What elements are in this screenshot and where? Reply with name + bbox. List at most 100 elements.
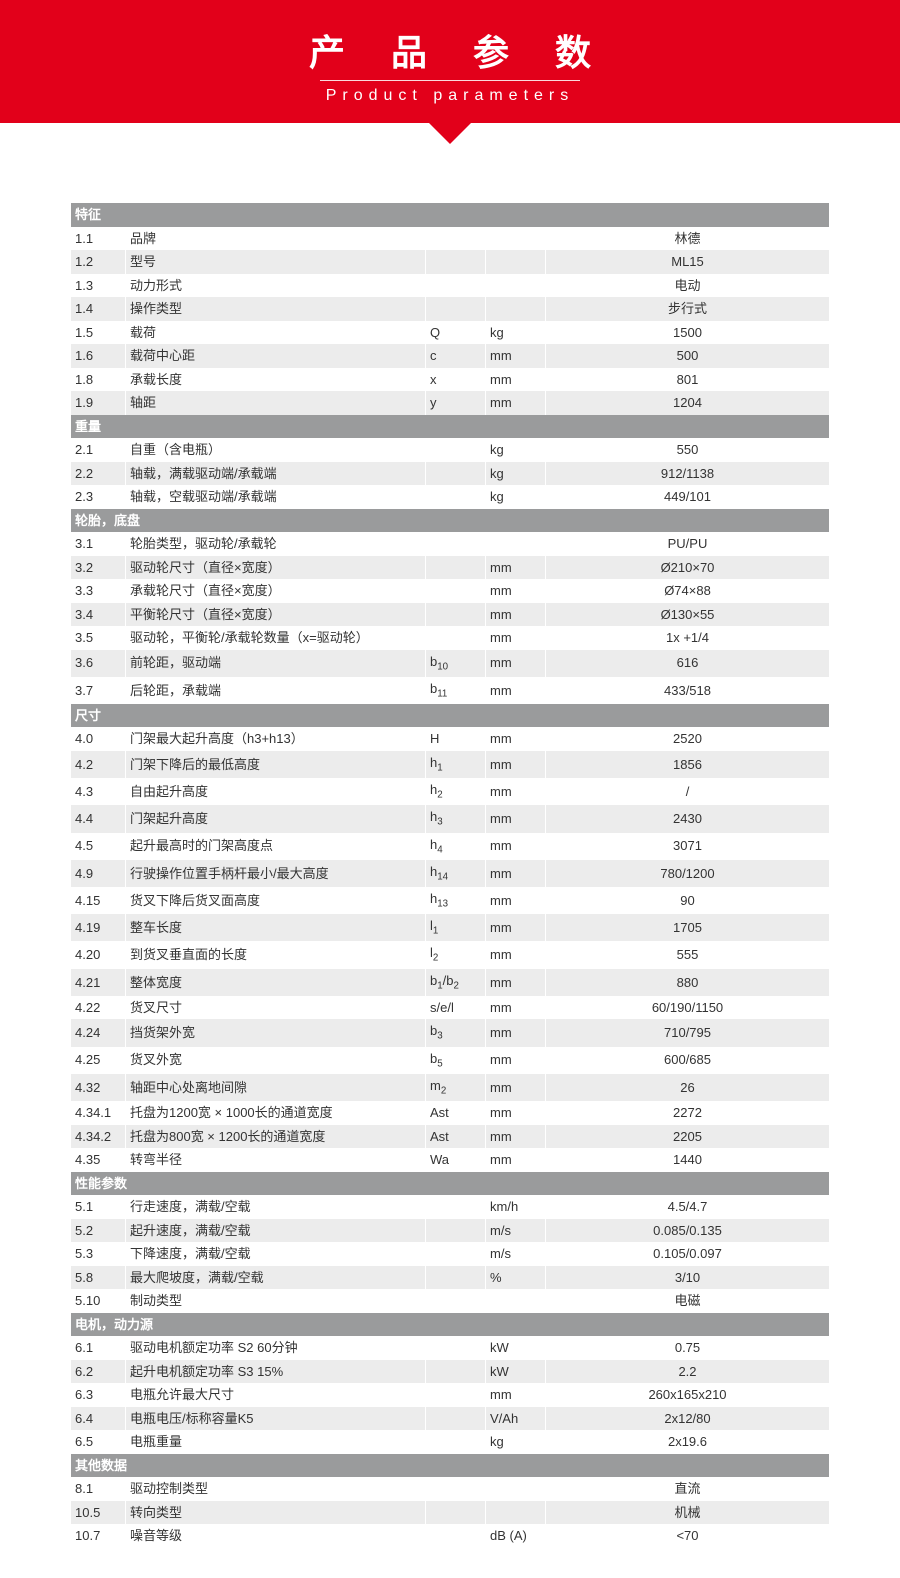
row-description: 货叉外宽	[126, 1047, 426, 1074]
row-description: 自由起升高度	[126, 778, 426, 805]
row-description: 托盘为1200宽 × 1000长的通道宽度	[126, 1101, 426, 1125]
row-description: 自重（含电瓶）	[126, 438, 426, 462]
row-symbol	[426, 438, 486, 462]
row-index: 6.2	[71, 1360, 126, 1384]
banner-header: 产 品 参 数 Product parameters	[0, 0, 900, 123]
row-value: /	[546, 778, 830, 805]
row-value: 3/10	[546, 1266, 830, 1290]
row-symbol	[426, 1336, 486, 1360]
row-symbol	[426, 603, 486, 627]
row-index: 4.34.1	[71, 1101, 126, 1125]
table-row: 4.20到货叉垂直面的长度l2mm555	[71, 941, 830, 968]
section-header-row: 其他数据	[71, 1454, 830, 1478]
row-value: Ø130×55	[546, 603, 830, 627]
row-unit: kW	[486, 1360, 546, 1384]
row-description: 动力形式	[126, 274, 426, 298]
row-description: 轴载，空载驱动端/承载端	[126, 485, 426, 509]
row-symbol	[426, 1266, 486, 1290]
row-index: 6.5	[71, 1430, 126, 1454]
row-index: 3.1	[71, 532, 126, 556]
row-unit: mm	[486, 556, 546, 580]
row-value: 2272	[546, 1101, 830, 1125]
row-unit: mm	[486, 727, 546, 751]
row-index: 5.10	[71, 1289, 126, 1313]
row-unit: mm	[486, 1383, 546, 1407]
row-symbol	[426, 1501, 486, 1525]
table-row: 2.1自重（含电瓶）kg550	[71, 438, 830, 462]
row-unit	[486, 1289, 546, 1313]
row-symbol	[426, 1219, 486, 1243]
row-value: 26	[546, 1074, 830, 1101]
row-index: 4.22	[71, 996, 126, 1020]
row-description: 转弯半径	[126, 1148, 426, 1172]
row-description: 后轮距，承载端	[126, 677, 426, 704]
section-header-row: 轮胎，底盘	[71, 509, 830, 533]
row-description: 操作类型	[126, 297, 426, 321]
row-symbol	[426, 1289, 486, 1313]
row-unit: mm	[486, 344, 546, 368]
row-unit: mm	[486, 1074, 546, 1101]
row-symbol: l2	[426, 941, 486, 968]
section-header-row: 性能参数	[71, 1172, 830, 1196]
row-symbol: h4	[426, 833, 486, 860]
row-unit: mm	[486, 603, 546, 627]
table-row: 6.2起升电机额定功率 S3 15%kW2.2	[71, 1360, 830, 1384]
row-value: 550	[546, 438, 830, 462]
row-symbol: s/e/l	[426, 996, 486, 1020]
row-value: 0.085/0.135	[546, 1219, 830, 1243]
row-symbol: h1	[426, 751, 486, 778]
row-index: 3.3	[71, 579, 126, 603]
row-value: 260x165x210	[546, 1383, 830, 1407]
row-index: 4.9	[71, 860, 126, 887]
table-row: 4.4门架起升高度h3mm2430	[71, 805, 830, 832]
row-symbol: c	[426, 344, 486, 368]
row-unit: mm	[486, 1148, 546, 1172]
row-unit: kg	[486, 438, 546, 462]
table-row: 4.19整车长度l1mm1705	[71, 914, 830, 941]
row-index: 4.3	[71, 778, 126, 805]
row-index: 5.1	[71, 1195, 126, 1219]
section-header-row: 电机，动力源	[71, 1313, 830, 1337]
table-row: 2.3轴载，空载驱动端/承载端kg449/101	[71, 485, 830, 509]
row-symbol	[426, 532, 486, 556]
row-symbol	[426, 1524, 486, 1548]
row-index: 5.3	[71, 1242, 126, 1266]
row-index: 1.4	[71, 297, 126, 321]
row-index: 4.25	[71, 1047, 126, 1074]
row-value: 433/518	[546, 677, 830, 704]
row-description: 驱动控制类型	[126, 1477, 426, 1501]
row-value: <70	[546, 1524, 830, 1548]
row-value: Ø210×70	[546, 556, 830, 580]
row-symbol: H	[426, 727, 486, 751]
table-row: 6.1驱动电机额定功率 S2 60分钟kW0.75	[71, 1336, 830, 1360]
row-unit: mm	[486, 626, 546, 650]
row-unit	[486, 250, 546, 274]
row-unit: kg	[486, 1430, 546, 1454]
row-value: 0.75	[546, 1336, 830, 1360]
row-unit: mm	[486, 914, 546, 941]
row-value: 1705	[546, 914, 830, 941]
row-value: 机械	[546, 1501, 830, 1525]
row-unit: mm	[486, 941, 546, 968]
row-unit: kg	[486, 321, 546, 345]
row-unit	[486, 532, 546, 556]
row-description: 轴距中心处离地间隙	[126, 1074, 426, 1101]
row-symbol: b1/b2	[426, 969, 486, 996]
row-unit: mm	[486, 805, 546, 832]
row-symbol	[426, 250, 486, 274]
row-symbol	[426, 1360, 486, 1384]
table-row: 4.0门架最大起升高度（h3+h13）Hmm2520	[71, 727, 830, 751]
row-value: 林德	[546, 227, 830, 251]
row-value: 4.5/4.7	[546, 1195, 830, 1219]
table-row: 3.7后轮距，承载端b11mm433/518	[71, 677, 830, 704]
table-row: 4.32轴距中心处离地间隙m2mm26	[71, 1074, 830, 1101]
row-description: 货叉下降后货叉面高度	[126, 887, 426, 914]
row-value: 801	[546, 368, 830, 392]
banner-title-cn: 产 品 参 数	[0, 24, 900, 76]
row-symbol: Ast	[426, 1101, 486, 1125]
row-index: 10.5	[71, 1501, 126, 1525]
row-value: 2520	[546, 727, 830, 751]
row-index: 4.32	[71, 1074, 126, 1101]
row-index: 4.0	[71, 727, 126, 751]
table-row: 4.34.2托盘为800宽 × 1200长的通道宽度Astmm2205	[71, 1125, 830, 1149]
